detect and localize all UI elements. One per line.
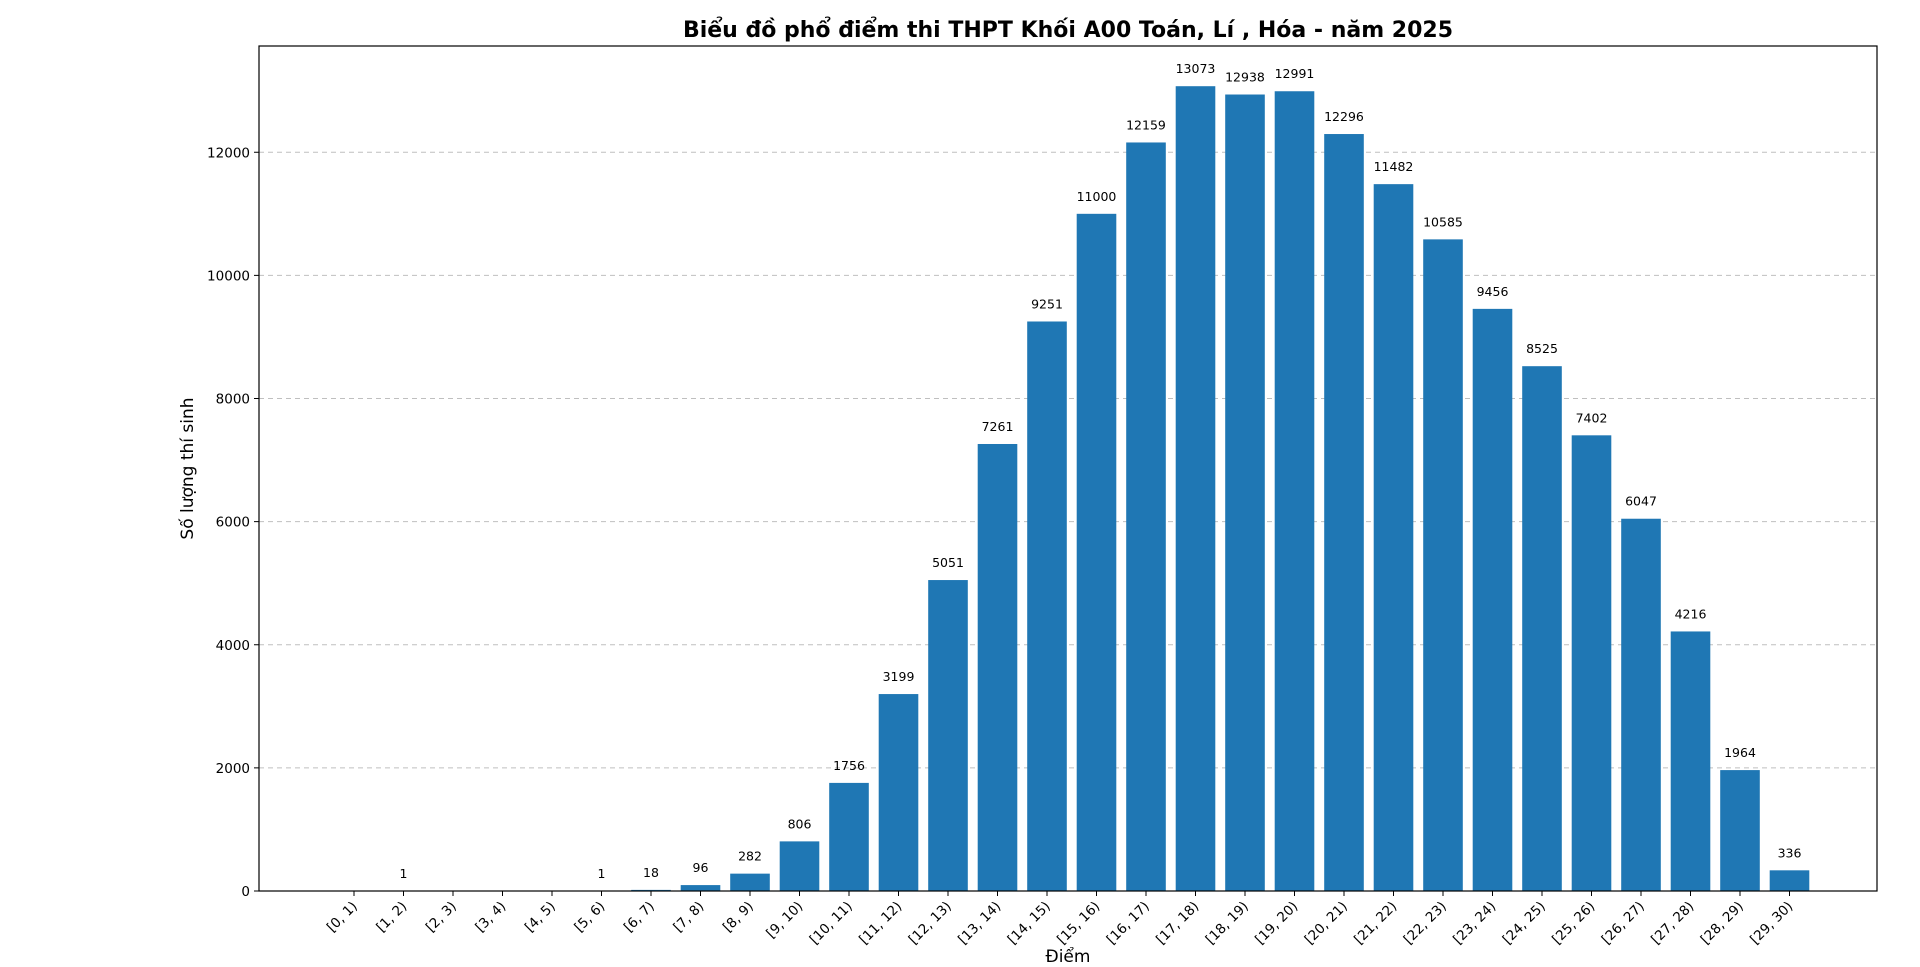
y-tick-label: 6000	[216, 515, 250, 531]
y-tick-label: 12000	[207, 145, 250, 161]
bar-value-label: 282	[738, 849, 762, 864]
bar	[1175, 86, 1216, 892]
bar	[1027, 321, 1067, 891]
bar-value-label: 1	[400, 866, 408, 881]
bar	[1373, 184, 1414, 891]
x-tick-label: [10, 11)	[807, 899, 856, 948]
bar	[1571, 435, 1612, 891]
x-tick-label: [29, 30)	[1747, 899, 1796, 948]
bar-value-label: 18	[643, 865, 659, 880]
bar-value-label: 11482	[1374, 159, 1414, 174]
x-axis-ticks: [0, 1) [1, 2) [2, 3) [3, 4) [4, 5) [5, 6) [6, …	[324, 891, 1796, 948]
plot-frame	[258, 45, 1878, 892]
bar-value-label: 96	[693, 860, 709, 875]
bar	[1720, 770, 1760, 891]
x-tick-label: [27, 28)	[1648, 899, 1697, 948]
x-tick-label: [20, 21)	[1302, 899, 1351, 948]
x-tick-label: [24, 25)	[1500, 899, 1549, 948]
bar-value-label: 3199	[883, 669, 915, 684]
bar-value-label: 5051	[932, 555, 964, 570]
y-tick-label: 2000	[216, 761, 250, 777]
bar	[1769, 870, 1810, 891]
x-tick-label: [17, 18)	[1153, 899, 1202, 948]
bar-value-label: 336	[1778, 845, 1802, 860]
x-tick-label: [18, 19)	[1203, 899, 1252, 948]
bar-value-label: 4216	[1675, 606, 1707, 621]
x-tick-label: [19, 20)	[1252, 899, 1301, 948]
bar-value-label: 12938	[1225, 70, 1265, 85]
bar-value-label: 8525	[1526, 341, 1558, 356]
x-tick-label: [21, 22)	[1351, 899, 1400, 948]
bar	[1324, 134, 1364, 891]
x-tick-label: [23, 24)	[1450, 899, 1499, 948]
bar	[1670, 631, 1711, 891]
bar	[1423, 239, 1463, 892]
bar	[829, 782, 869, 891]
bar	[1076, 213, 1117, 892]
y-tick-label: 10000	[207, 268, 250, 284]
bar	[779, 841, 820, 891]
x-tick-label: [1, 2)	[373, 899, 410, 936]
y-axis-ticks: 0 2000 4000 6000 8000 10000 12000	[207, 145, 259, 900]
x-tick-label: [11, 12)	[856, 899, 905, 948]
bar	[680, 885, 721, 891]
bar	[730, 873, 770, 891]
bar-value-label: 12991	[1275, 66, 1315, 81]
x-tick-label: [3, 4)	[472, 899, 509, 936]
bar-value-label: 10585	[1423, 214, 1463, 229]
bar-value-label: 7261	[982, 419, 1014, 434]
x-tick-label: [4, 5)	[522, 899, 559, 936]
x-tick-label: [22, 23)	[1401, 899, 1450, 948]
x-tick-label: [0, 1)	[324, 899, 361, 936]
bar-value-label: 1964	[1724, 745, 1756, 760]
bar-value-label: 9251	[1031, 296, 1063, 311]
bar-value-label: 12159	[1126, 117, 1166, 132]
bar	[1274, 91, 1315, 892]
y-tick-label: 0	[241, 884, 250, 900]
y-axis-label: Số lượng thí sinh	[177, 397, 198, 539]
bar-value-label: 11000	[1077, 189, 1117, 204]
x-tick-label: [13, 14)	[955, 899, 1004, 948]
x-tick-label: [9, 10)	[763, 899, 806, 942]
bar-value-label: 12296	[1324, 109, 1364, 124]
x-tick-label: [16, 17)	[1104, 899, 1153, 948]
chart-title: Biểu đồ phổ điểm thi THPT Khối A00 Toán,…	[683, 17, 1453, 43]
y-tick-label: 4000	[216, 638, 250, 654]
x-tick-label: [26, 27)	[1599, 899, 1648, 948]
bar	[928, 580, 968, 891]
bar-value-label: 806	[788, 816, 812, 831]
bar	[1225, 94, 1265, 891]
x-tick-label: [8, 9)	[720, 899, 757, 936]
bar-value-label: 1	[598, 866, 606, 881]
bar	[1621, 518, 1661, 891]
bar-value-label: 6047	[1625, 494, 1657, 509]
bar	[1522, 366, 1562, 891]
x-tick-label: [6, 7)	[621, 899, 658, 936]
bar	[878, 694, 919, 891]
bar-value-label: 7402	[1576, 410, 1608, 425]
bar	[1472, 308, 1513, 891]
x-tick-label: [15, 16)	[1054, 899, 1103, 948]
x-tick-label: [28, 29)	[1698, 899, 1747, 948]
bar-value-label: 9456	[1477, 284, 1509, 299]
bar	[1126, 142, 1166, 891]
x-tick-label: [2, 3)	[423, 899, 460, 936]
y-tick-label: 8000	[216, 392, 250, 408]
bar	[977, 443, 1018, 891]
x-tick-label: [7, 8)	[670, 899, 707, 936]
bar-value-label: 1756	[833, 758, 865, 773]
x-tick-label: [25, 26)	[1549, 899, 1598, 948]
x-tick-label: [5, 6)	[571, 899, 608, 936]
x-axis-label: Điểm	[1046, 946, 1091, 967]
x-tick-label: [14, 15)	[1005, 899, 1054, 948]
data-labels: 1 1 18 96 282 806 1756 3199 5051 7261 9251 11000 121…	[400, 61, 1802, 881]
bar-value-label: 13073	[1176, 61, 1216, 76]
bars	[383, 86, 1810, 892]
x-tick-label: [12, 13)	[906, 899, 955, 948]
